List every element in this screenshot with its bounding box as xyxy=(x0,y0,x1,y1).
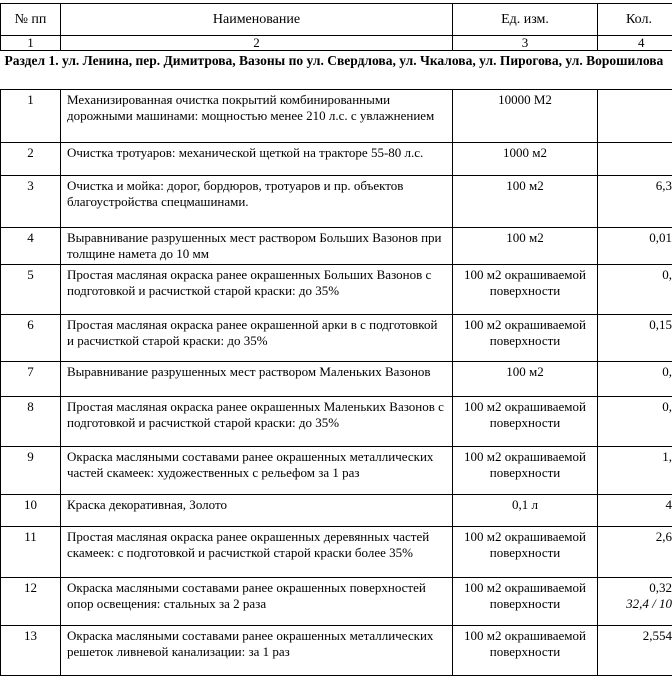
row-qty-value: 0,15 xyxy=(604,317,672,333)
row-name: Очистка и мойка: дорог, бордюров, тротуа… xyxy=(61,176,453,228)
row-unit: 100 м2 окрашиваемой поверхности xyxy=(453,626,598,676)
row-unit: 10000 М2 xyxy=(453,90,598,143)
row-qty: 4 xyxy=(598,495,672,527)
row-number: 13 xyxy=(1,626,61,676)
section-title: Раздел 1. ул. Ленина, пер. Димитрова, Ва… xyxy=(1,51,672,90)
row-name: Простая масляная окраска ранее окрашенны… xyxy=(61,397,453,447)
row-number: 8 xyxy=(1,397,61,447)
row-qty-note: 32,4 / 10 xyxy=(604,596,672,612)
row-unit: 0,1 л xyxy=(453,495,598,527)
table-header: № пп Наименование Ед. изм. Кол. xyxy=(1,4,672,36)
row-qty-value: 6,3 xyxy=(604,178,672,194)
table-row: 10 Краска декоративная, Золото 0,1 л 4 xyxy=(1,495,672,527)
row-name: Окраска масляными составами ранее окраше… xyxy=(61,626,453,676)
row-qty-value: 0, xyxy=(604,364,672,380)
row-qty: 0,01 xyxy=(598,228,672,265)
row-number: 1 xyxy=(1,90,61,143)
table-row: 12 Окраска масляными составами ранее окр… xyxy=(1,578,672,626)
column-number: 1 xyxy=(1,36,61,51)
row-number: 9 xyxy=(1,447,61,495)
table-row: 3 Очистка и мойка: дорог, бордюров, трот… xyxy=(1,176,672,228)
table-row: 5 Простая масляная окраска ранее окрашен… xyxy=(1,265,672,315)
row-number: 4 xyxy=(1,228,61,265)
row-number: 10 xyxy=(1,495,61,527)
row-name: Простая масляная окраска ранее окрашенны… xyxy=(61,527,453,578)
row-name: Механизированная очистка покрытий комбин… xyxy=(61,90,453,143)
header-unit: Ед. изм. xyxy=(453,4,598,36)
row-unit: 100 м2 окрашиваемой поверхности xyxy=(453,265,598,315)
table-row: 8 Простая масляная окраска ранее окрашен… xyxy=(1,397,672,447)
row-unit: 100 м2 окрашиваемой поверхности xyxy=(453,578,598,626)
row-qty-value: 0,01 xyxy=(604,230,672,246)
row-name: Окраска масляными составами ранее окраше… xyxy=(61,578,453,626)
row-qty-value: 4 xyxy=(604,497,672,513)
column-numbers: 1 2 3 4 xyxy=(1,36,672,51)
row-name: Окраска масляными составами ранее окраше… xyxy=(61,447,453,495)
row-name: Очистка тротуаров: механической щеткой н… xyxy=(61,143,453,176)
row-qty: 0, xyxy=(598,265,672,315)
column-number: 4 xyxy=(598,36,672,51)
row-name: Простая масляная окраска ранее окрашенны… xyxy=(61,265,453,315)
header-name: Наименование xyxy=(61,4,453,36)
row-qty: 0, xyxy=(598,397,672,447)
row-unit: 100 м2 окрашиваемой поверхности xyxy=(453,447,598,495)
row-qty: 2,554 xyxy=(598,626,672,676)
row-qty: 0,15 xyxy=(598,315,672,362)
section-row: Раздел 1. ул. Ленина, пер. Димитрова, Ва… xyxy=(1,51,672,90)
table-row: 9 Окраска масляными составами ранее окра… xyxy=(1,447,672,495)
header-number: № пп xyxy=(1,4,61,36)
row-unit: 100 м2 окрашиваемой поверхности xyxy=(453,315,598,362)
row-qty-value: 0,32 xyxy=(604,580,672,596)
row-unit: 100 м2 xyxy=(453,362,598,397)
row-name: Выравнивание разрушенных мест раствором … xyxy=(61,228,453,265)
table-row: 2 Очистка тротуаров: механической щеткой… xyxy=(1,143,672,176)
row-qty xyxy=(598,143,672,176)
row-unit: 100 м2 окрашиваемой поверхности xyxy=(453,527,598,578)
table-row: 4 Выравнивание разрушенных мест растворо… xyxy=(1,228,672,265)
row-qty: 2,6 xyxy=(598,527,672,578)
column-number: 2 xyxy=(61,36,453,51)
row-unit: 100 м2 xyxy=(453,228,598,265)
row-qty: 6,3 xyxy=(598,176,672,228)
row-number: 2 xyxy=(1,143,61,176)
row-qty-value: 1, xyxy=(604,449,672,465)
table-row: 13 Окраска масляными составами ранее окр… xyxy=(1,626,672,676)
row-number: 11 xyxy=(1,527,61,578)
estimate-table: № пп Наименование Ед. изм. Кол. 1 2 3 4 … xyxy=(0,3,672,676)
row-qty: 1, xyxy=(598,447,672,495)
row-number: 6 xyxy=(1,315,61,362)
row-qty xyxy=(598,90,672,143)
row-name: Простая масляная окраска ранее окрашенно… xyxy=(61,315,453,362)
table-row: 7 Выравнивание разрушенных мест растворо… xyxy=(1,362,672,397)
row-qty-value: 2,6 xyxy=(604,529,672,545)
row-unit: 1000 м2 xyxy=(453,143,598,176)
row-number: 7 xyxy=(1,362,61,397)
row-name: Краска декоративная, Золото xyxy=(61,495,453,527)
row-unit: 100 м2 окрашиваемой поверхности xyxy=(453,397,598,447)
row-unit: 100 м2 xyxy=(453,176,598,228)
table-row: 11 Простая масляная окраска ранее окраше… xyxy=(1,527,672,578)
row-qty-value: 0, xyxy=(604,267,672,283)
header-qty: Кол. xyxy=(598,4,672,36)
row-number: 3 xyxy=(1,176,61,228)
row-number: 12 xyxy=(1,578,61,626)
table-row: 6 Простая масляная окраска ранее окрашен… xyxy=(1,315,672,362)
row-qty-value: 2,554 xyxy=(604,628,672,644)
row-number: 5 xyxy=(1,265,61,315)
column-number: 3 xyxy=(453,36,598,51)
table-row: 1 Механизированная очистка покрытий комб… xyxy=(1,90,672,143)
row-qty-value: 0, xyxy=(604,399,672,415)
row-qty: 0, xyxy=(598,362,672,397)
row-name: Выравнивание разрушенных мест раствором … xyxy=(61,362,453,397)
